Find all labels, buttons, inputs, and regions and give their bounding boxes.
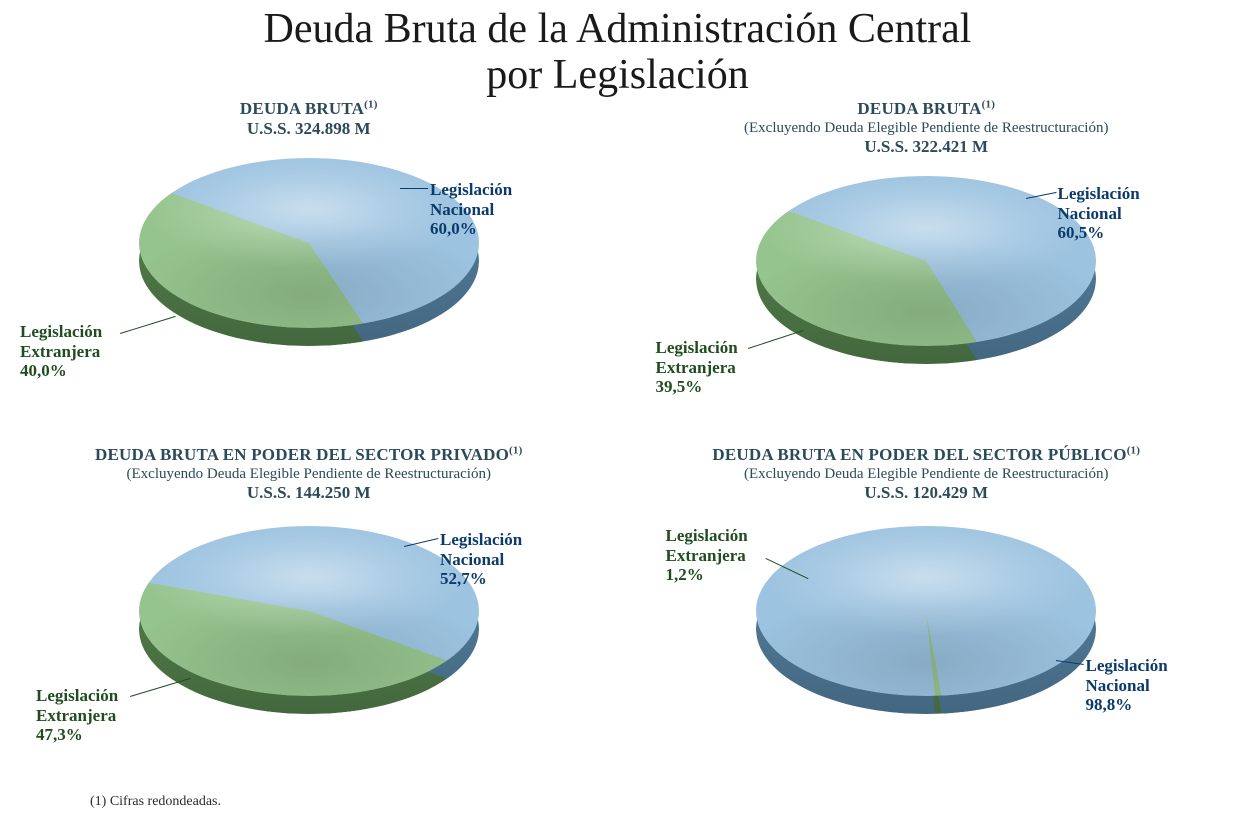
connector-line (400, 188, 428, 189)
panel-title-sub: (Excluyendo Deuda Elegible Pendiente de … (744, 120, 1108, 136)
panel-title-amount: U.S.S. 322.421 M (864, 137, 988, 156)
label-extranjera: Legislación Extranjera 47,3% (36, 686, 118, 745)
label-nacional: Legislación Nacional 60,5% (1058, 184, 1140, 243)
panel-sector-publico: DEUDA BRUTA EN PODER DEL SECTOR PÚBLICO(… (618, 438, 1235, 778)
label-nacional: Legislación Nacional 52,7% (440, 530, 522, 589)
panel-header: DEUDA BRUTA EN PODER DEL SECTOR PÚBLICO(… (618, 444, 1235, 503)
panel-deuda-bruta-excl: DEUDA BRUTA(1) (Excluyendo Deuda Elegibl… (618, 98, 1235, 438)
panel-title-amount: U.S.S. 120.429 M (864, 483, 988, 502)
panel-title-main: DEUDA BRUTA(1) (240, 99, 378, 118)
panel-title-amount: U.S.S. 144.250 M (247, 483, 371, 502)
charts-grid: DEUDA BRUTA(1) U.S.S. 324.898 M Legislac… (0, 98, 1235, 778)
panel-title-main: DEUDA BRUTA(1) (857, 99, 995, 118)
pie-chart (756, 526, 1096, 726)
panel-title-sub: (Excluyendo Deuda Elegible Pendiente de … (744, 466, 1108, 482)
panel-title-main: DEUDA BRUTA EN PODER DEL SECTOR PRIVADO(… (95, 445, 522, 464)
footnote: (1) Cifras redondeadas. (90, 794, 221, 810)
panel-deuda-bruta: DEUDA BRUTA(1) U.S.S. 324.898 M Legislac… (0, 98, 618, 438)
pie-chart (756, 176, 1096, 376)
panel-sector-privado: DEUDA BRUTA EN PODER DEL SECTOR PRIVADO(… (0, 438, 618, 778)
panel-title-sub: (Excluyendo Deuda Elegible Pendiente de … (127, 466, 491, 482)
panel-header: DEUDA BRUTA EN PODER DEL SECTOR PRIVADO(… (0, 444, 618, 503)
label-extranjera: Legislación Extranjera 1,2% (666, 526, 748, 585)
page-title: Deuda Bruta de la Administración Central… (0, 0, 1235, 98)
label-extranjera: Legislación Extranjera 39,5% (656, 338, 738, 397)
label-nacional: Legislación Nacional 60,0% (430, 180, 512, 239)
panel-title-main: DEUDA BRUTA EN PODER DEL SECTOR PÚBLICO(… (712, 445, 1140, 464)
page-title-line1: Deuda Bruta de la Administración Central (264, 6, 972, 52)
label-extranjera: Legislación Extranjera 40,0% (20, 322, 102, 381)
panel-header: DEUDA BRUTA(1) U.S.S. 324.898 M (0, 98, 618, 139)
label-nacional: Legislación Nacional 98,8% (1086, 656, 1168, 715)
pie-chart (139, 526, 479, 726)
page-title-line2: por Legislación (486, 52, 748, 98)
panel-title-amount: U.S.S. 324.898 M (247, 119, 371, 138)
panel-header: DEUDA BRUTA(1) (Excluyendo Deuda Elegibl… (618, 98, 1235, 157)
